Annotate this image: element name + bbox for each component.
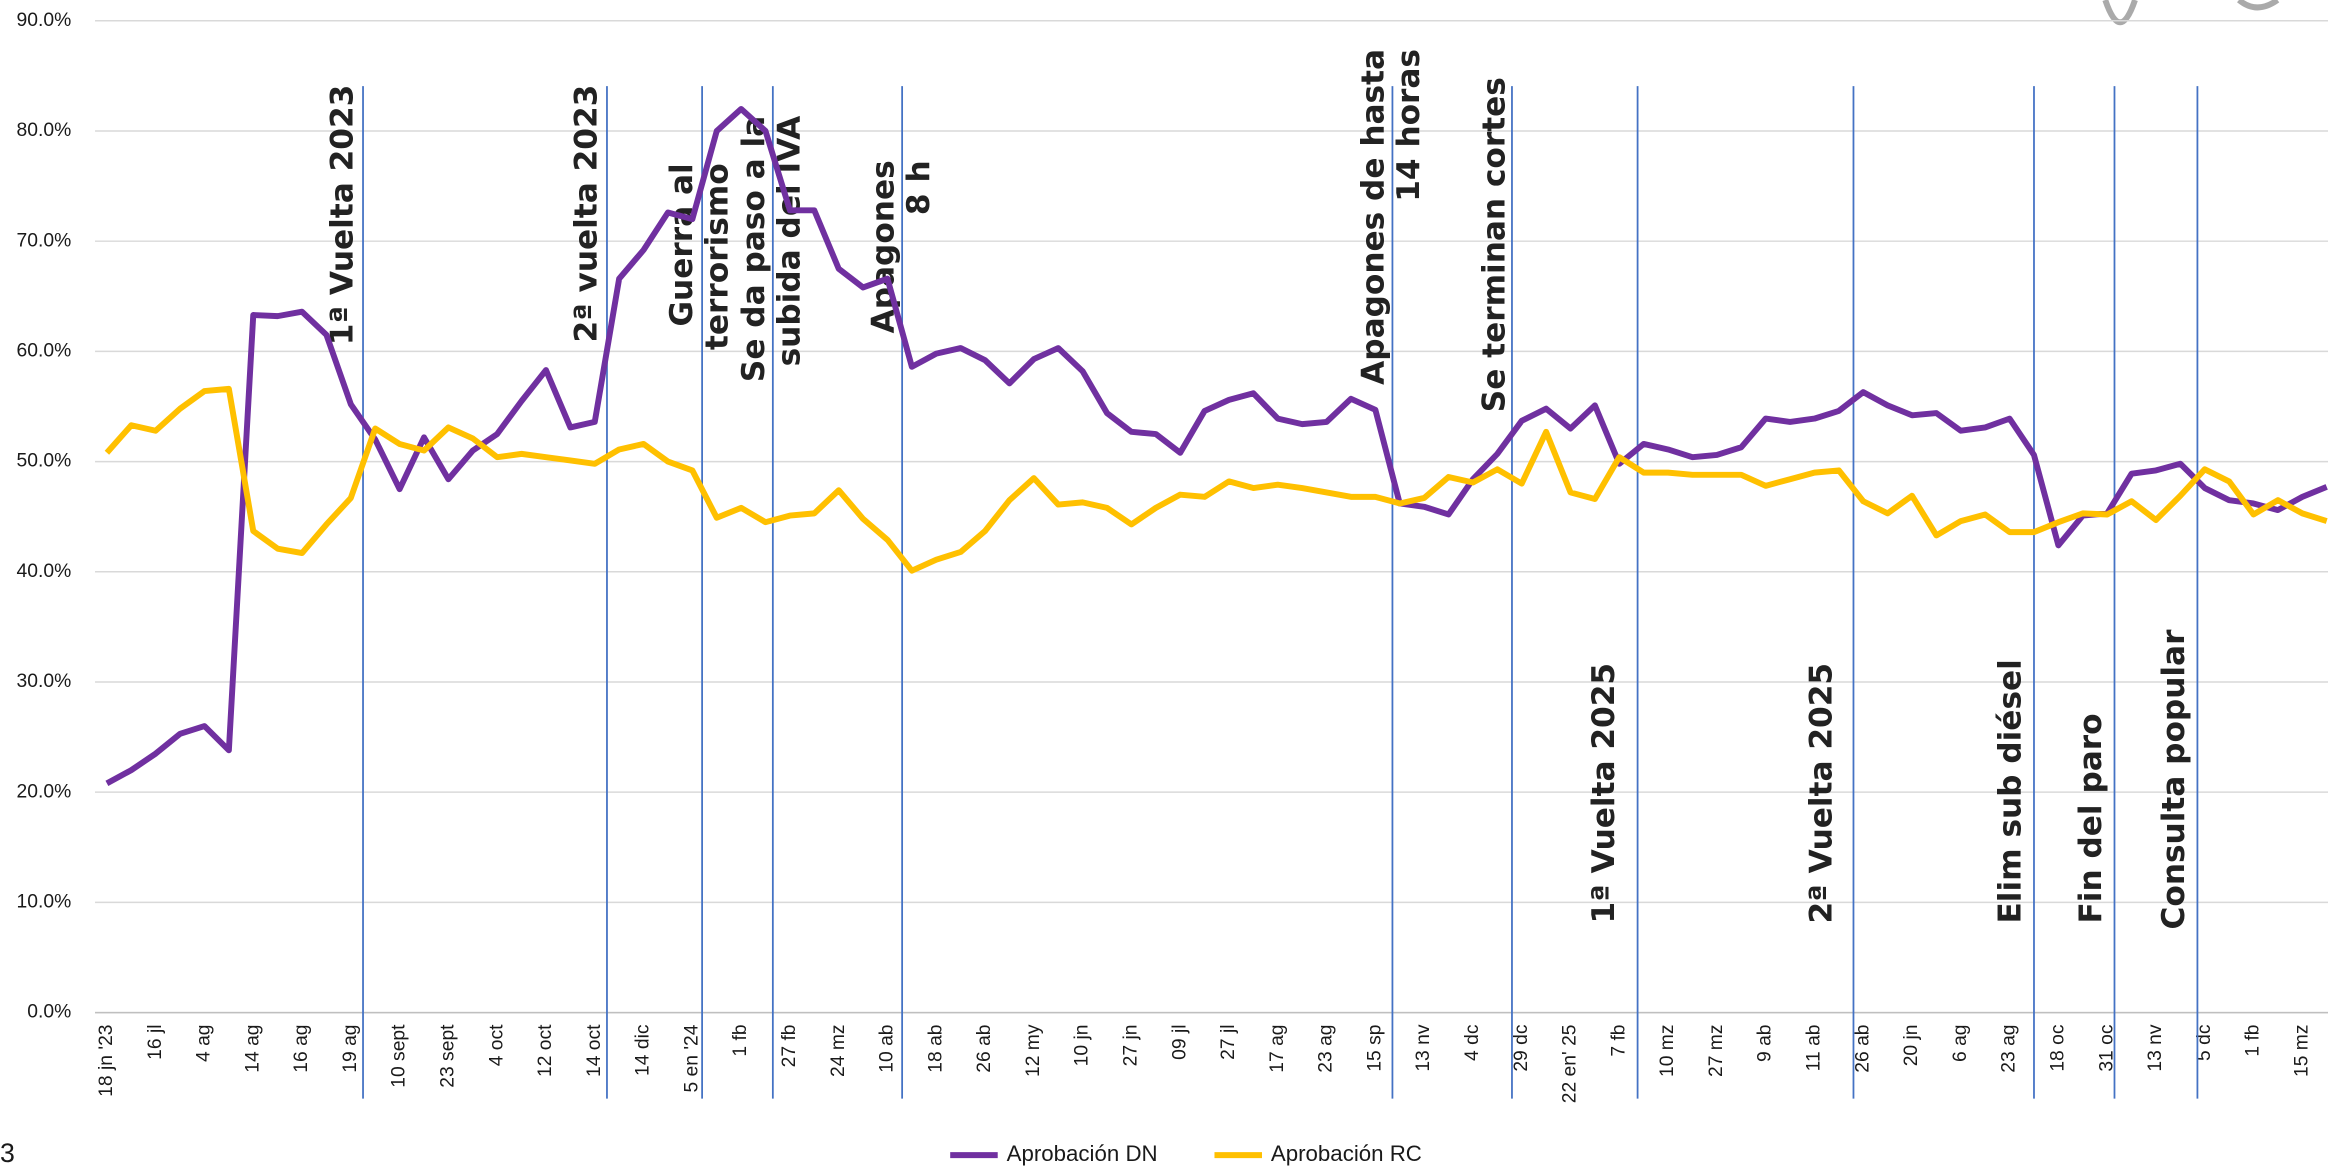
x-tick-label: 27 fb [779, 1024, 800, 1067]
event-annotation: 14 horas [1391, 49, 1427, 202]
y-tick-label: 30.0% [17, 671, 72, 692]
event-annotation: 1ª Vuelta 2023 [325, 85, 361, 346]
x-tick-label: 14 dic [633, 1024, 654, 1076]
x-tick-label: 27 mz [1706, 1024, 1727, 1077]
x-tick-label: 20 jn [1901, 1024, 1922, 1066]
x-tick-label: 27 jl [1218, 1024, 1239, 1059]
x-tick-label: 19 ag [340, 1024, 361, 1072]
x-tick-label: 12 my [1023, 1024, 1044, 1077]
x-tick-label: 10 jn [1072, 1024, 1093, 1066]
x-tick-label: 5 dc [2194, 1024, 2215, 1061]
y-tick-label: 60.0% [17, 340, 72, 361]
series-line [105, 105, 2328, 786]
x-tick-label: 18 ab [925, 1024, 946, 1072]
x-tick-label: 1 fb [730, 1024, 751, 1056]
event-annotation: Apagones de hasta [1356, 49, 1392, 385]
event-annotation: 2ª vuelta 2023 [569, 85, 605, 343]
x-tick-label: 13 nv [1413, 1024, 1434, 1072]
x-tick-label: 7 fb [1608, 1024, 1629, 1056]
x-tick-label: 24 mz [828, 1024, 849, 1077]
x-tick-label: 26 ab [1852, 1024, 1873, 1072]
logo [2102, 0, 2138, 25]
x-tick-label: 27 jn [1121, 1024, 1142, 1066]
x-tick-label: 23 ag [1999, 1024, 2020, 1072]
event-annotation: Consulta popular [2156, 629, 2192, 930]
x-tick-label: 10 ab [877, 1024, 898, 1072]
y-tick-label: 50.0% [17, 451, 72, 472]
y-tick-label: 80.0% [17, 120, 72, 141]
x-tick-label: 12 oct [535, 1024, 556, 1077]
event-annotation: terrorismo [699, 163, 735, 350]
y-tick-label: 10.0% [17, 891, 72, 912]
y-tick-label: 40.0% [17, 561, 72, 582]
x-tick-label: 11 ab [1804, 1024, 1825, 1071]
x-tick-label: 6 ag [1950, 1024, 1971, 1062]
event-annotation: Elim sub diésel [1993, 659, 2029, 923]
x-tick-label: 26 ab [974, 1024, 995, 1072]
event-annotation: Se terminan cortes [1477, 77, 1513, 412]
x-tick-label: 5 en '24 [681, 1024, 702, 1092]
x-tick-label: 18 jn '23 [96, 1024, 117, 1096]
y-tick-label: 0.0% [27, 1002, 71, 1023]
x-tick-label: 9 ab [1755, 1024, 1776, 1062]
x-tick-label: 4 dc [1462, 1024, 1483, 1061]
x-tick-label: 15 sp [1364, 1024, 1385, 1071]
y-tick-label: 20.0% [17, 781, 72, 802]
x-tick-label: 15 mz [2291, 1024, 2312, 1077]
event-annotation: 1ª Vuelta 2025 [1586, 663, 1622, 924]
x-tick-label: 13 nv [2145, 1024, 2166, 1072]
x-tick-label: 14 ag [242, 1024, 263, 1072]
x-tick-label: 16 jl [145, 1024, 166, 1059]
event-annotation: Se da paso a la [736, 116, 772, 382]
legend-label: Aprobación DN [1007, 1141, 1158, 1166]
x-tick-label: 10 sept [389, 1024, 410, 1088]
event-annotation: Guerra al [664, 163, 700, 326]
page-number: 3 [0, 1138, 15, 1168]
series-line [104, 385, 2328, 574]
x-tick-label: 4 oct [486, 1024, 507, 1066]
x-tick-label: 29 dc [1511, 1024, 1532, 1072]
x-tick-label: 23 ag [1316, 1024, 1337, 1072]
event-annotation: subida del IVA [772, 116, 808, 367]
x-tick-label: 14 oct [584, 1024, 605, 1077]
x-tick-label: 10 mz [1657, 1024, 1678, 1077]
legend-label: Aprobación RC [1271, 1141, 1422, 1166]
x-tick-label: 17 ag [1267, 1024, 1288, 1072]
x-tick-label: 18 oc [2047, 1024, 2068, 1072]
x-tick-label: 31 oc [2096, 1024, 2117, 1072]
y-tick-label: 70.0% [17, 230, 72, 251]
x-tick-label: 23 sept [438, 1024, 459, 1088]
event-annotation: 2ª Vuelta 2025 [1803, 663, 1839, 924]
y-tick-label: 90.0% [17, 10, 72, 31]
logo [2237, 0, 2280, 11]
x-tick-label: 22 en' 25 [1560, 1024, 1581, 1103]
x-tick-label: 4 ag [194, 1024, 215, 1062]
event-annotation: Fin del paro [2073, 713, 2109, 923]
event-annotation: 8 h [901, 160, 937, 215]
x-tick-label: 09 jl [1169, 1024, 1190, 1059]
x-tick-label: 1 fb [2243, 1024, 2264, 1056]
x-tick-label: 16 ag [291, 1024, 312, 1072]
